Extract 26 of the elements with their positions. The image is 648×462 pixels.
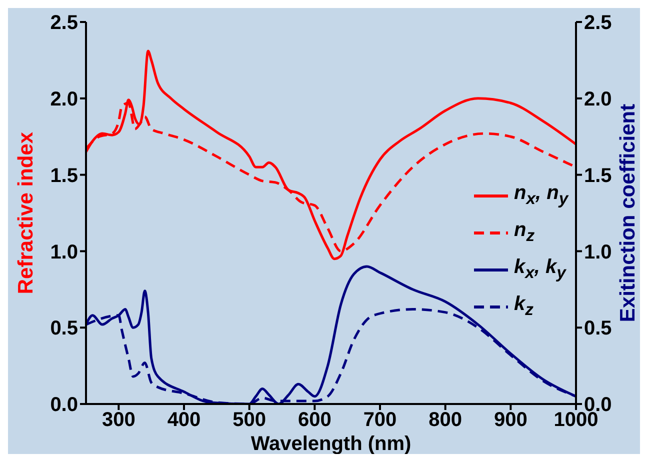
- y-tick-label: 0.5: [50, 318, 78, 340]
- y2-tick-label: 1.5: [584, 164, 612, 187]
- x-tick-label: 900: [494, 409, 528, 432]
- legend-label: n$_{x}$, n$_{y}$: [514, 182, 568, 209]
- x-tick-label: 500: [232, 409, 266, 432]
- legend-label: k$_{z}$: [514, 293, 534, 320]
- y2-tick-label: 2.0: [584, 88, 612, 110]
- x-tick-label: 400: [167, 409, 201, 432]
- y-tick-label: 2.5: [50, 12, 78, 34]
- x-tick-label: 600: [298, 409, 332, 432]
- y-tick-label: 1.5: [50, 164, 78, 187]
- y2-tick-label: 0.5: [584, 318, 612, 340]
- y-tick-label: 2.0: [50, 88, 78, 110]
- y-tick-label: 0.0: [50, 394, 78, 416]
- legend-label: n$_{z}$: [514, 219, 535, 246]
- y-tick-label: 1.0: [50, 241, 78, 264]
- y-axis-title: Refractive index: [14, 132, 38, 294]
- x-axis-title: Wavelength (nm): [250, 433, 412, 455]
- x-tick-label: 800: [428, 409, 462, 432]
- x-tick-label: 700: [363, 409, 397, 432]
- y2-axis-title: Exitinction coefficient: [616, 104, 640, 322]
- x-tick-label: 300: [102, 409, 136, 432]
- line-series: [86, 50, 576, 260]
- y2-tick-label: 1.0: [584, 241, 612, 264]
- legend-label: k$_{x}$, k$_{y}$: [514, 256, 566, 283]
- y2-tick-label: 2.5: [584, 12, 612, 34]
